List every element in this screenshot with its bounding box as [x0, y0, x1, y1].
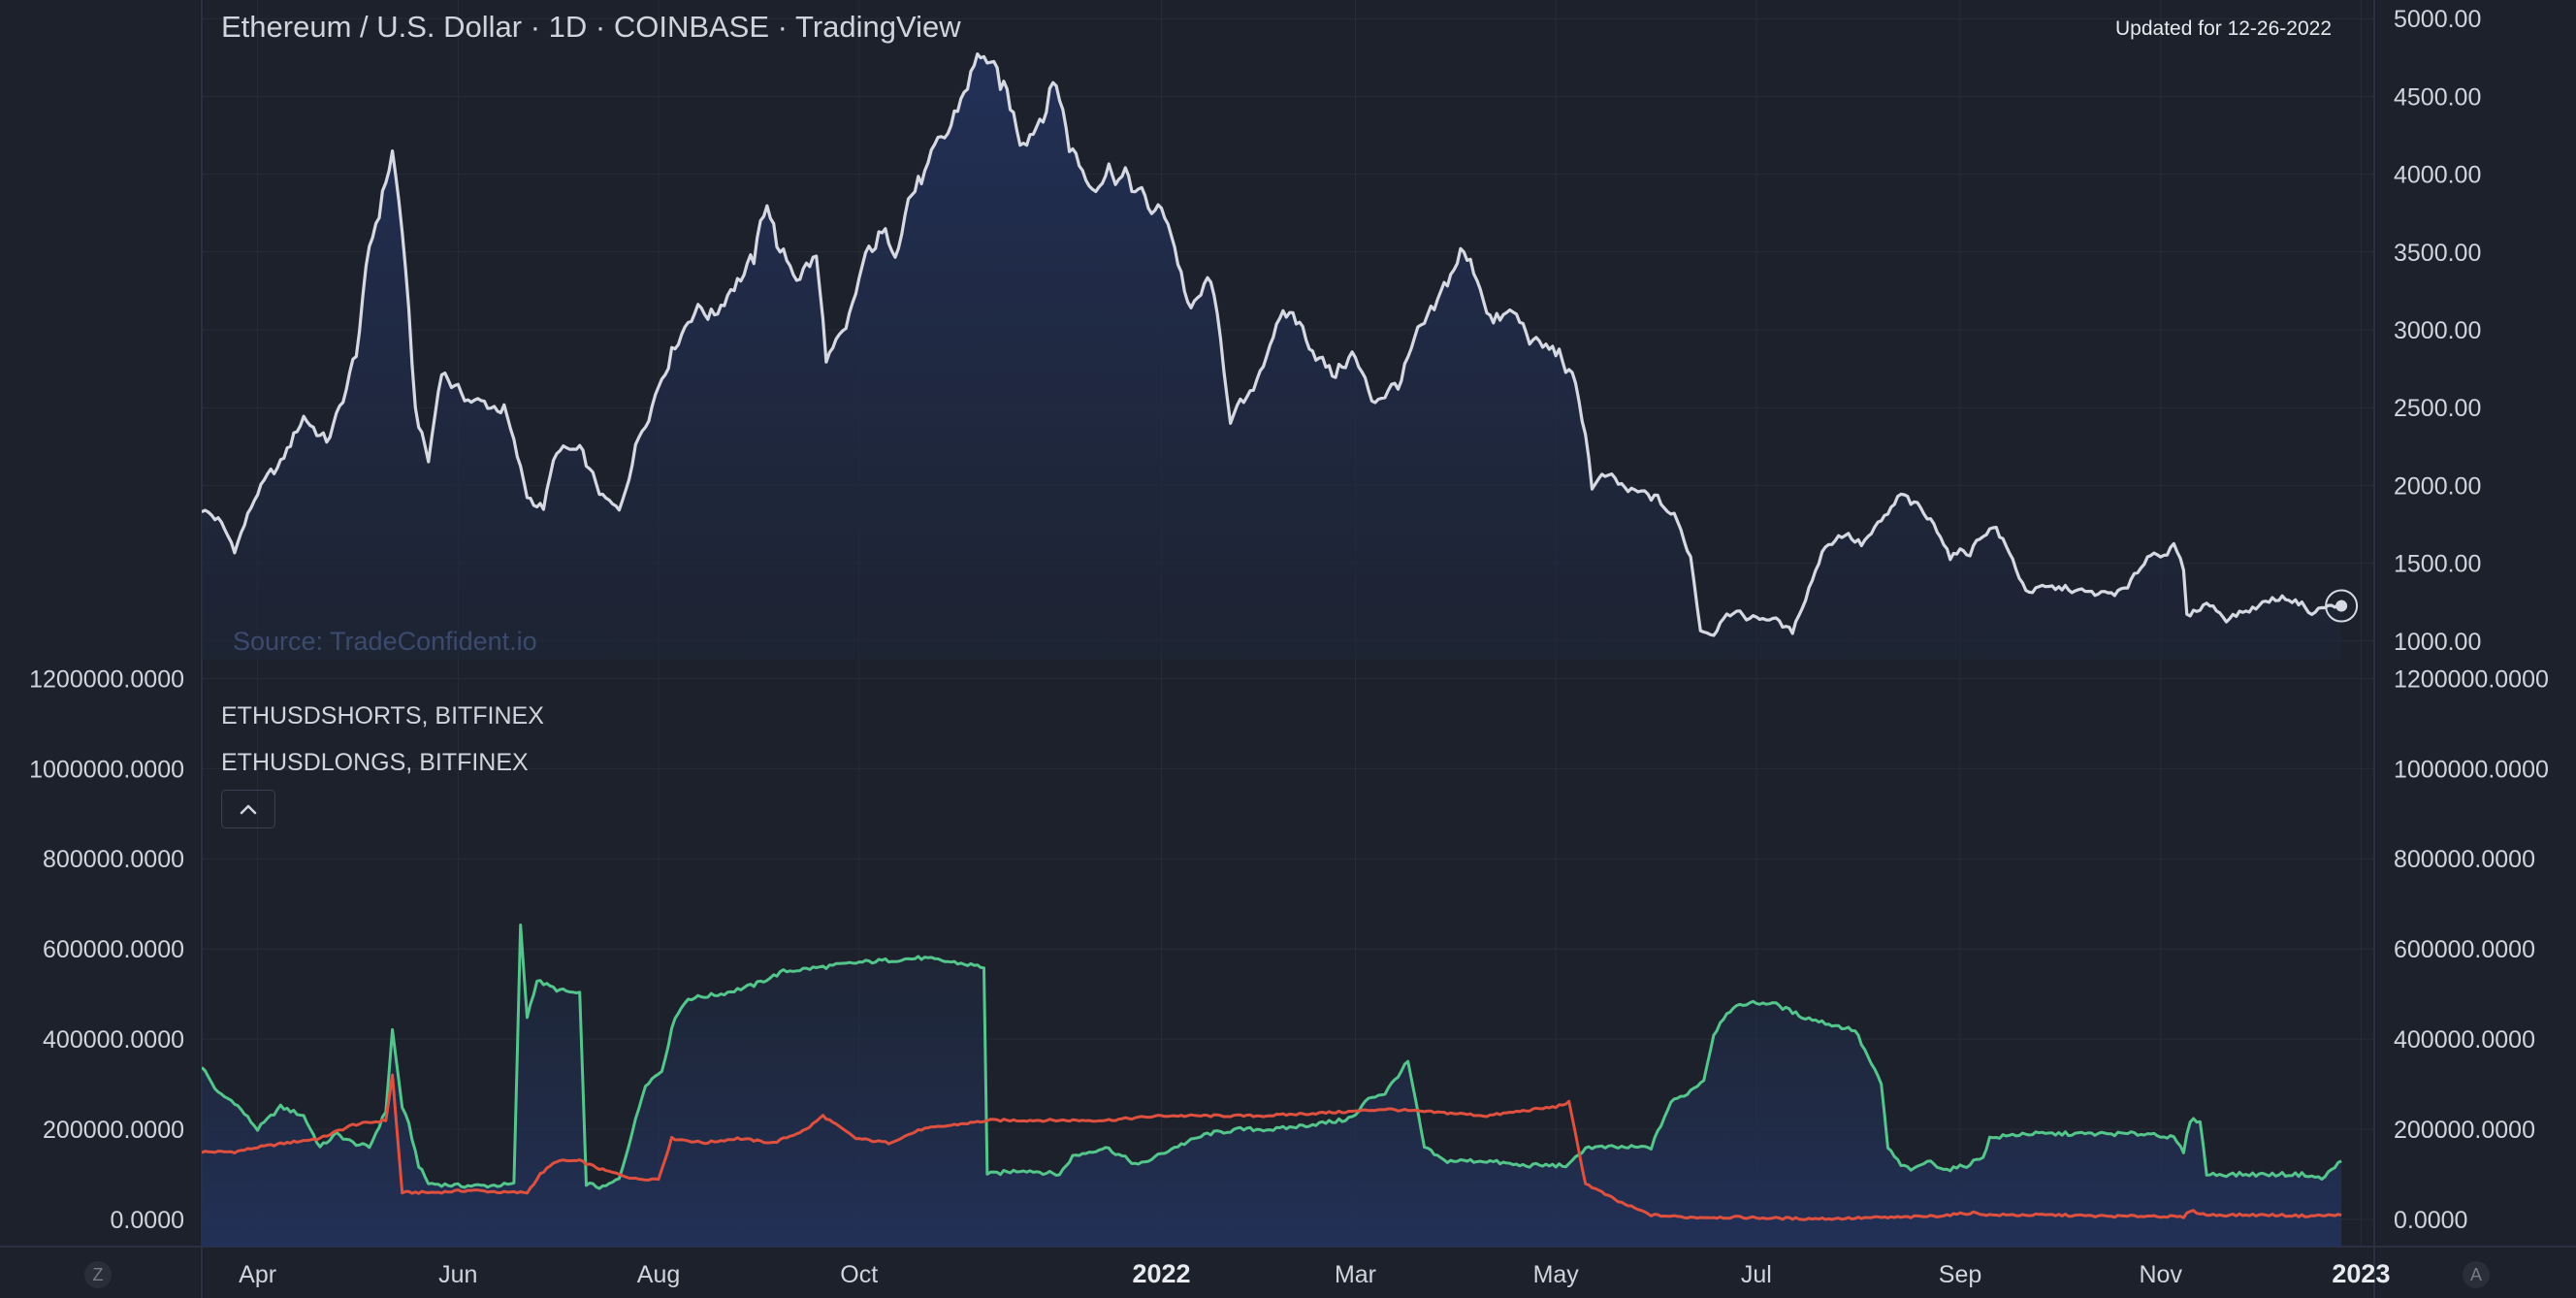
chart-title: Ethereum / U.S. Dollar · 1D · COINBASE ·… — [221, 10, 961, 44]
legend-longs[interactable]: ETHUSDLONGS, BITFINEX — [221, 749, 529, 776]
positions-tick-label-left: 800000.0000 — [43, 846, 184, 873]
positions-tick-label-left: 1000000.0000 — [29, 756, 184, 783]
price-tick-label: 2000.00 — [2394, 472, 2481, 500]
price-line — [202, 52, 2342, 637]
time-tick-label: 2022 — [1132, 1259, 1190, 1288]
crosshair-dot-icon[interactable] — [2325, 589, 2359, 623]
time-tick-label: Jun — [438, 1261, 477, 1288]
time-tick-label: Aug — [637, 1261, 680, 1288]
positions-axis-left: 1200000.0000 1000000.0000 800000.0000 60000… — [29, 665, 184, 1234]
chevron-up-icon — [240, 804, 257, 815]
time-tick-label: Mar — [1335, 1261, 1376, 1288]
price-tick-label: 1000.00 — [2394, 629, 2481, 656]
auto-scale-button[interactable]: A — [2463, 1261, 2490, 1288]
collapse-legend-button[interactable] — [221, 790, 275, 828]
positions-tick-label-right: 1200000.0000 — [2394, 665, 2549, 693]
positions-axis-right: 1200000.0000 1000000.0000 800000.0000 60000… — [2394, 665, 2549, 1234]
time-tick-label: Oct — [840, 1261, 878, 1288]
price-tick-label: 2500.00 — [2394, 395, 2481, 422]
positions-tick-label-right: 0.0000 — [2394, 1207, 2467, 1234]
time-tick-label: May — [1533, 1261, 1580, 1288]
positions-tick-label-right: 800000.0000 — [2394, 846, 2535, 873]
longs-line — [202, 924, 2342, 1190]
positions-tick-label-left: 200000.0000 — [43, 1117, 184, 1144]
updated-label: Updated for 12-26-2022 — [2115, 17, 2332, 40]
positions-tick-label-right: 600000.0000 — [2394, 936, 2535, 963]
price-axis: 5000.00 4500.00 4000.00 3500.00 3000.00 2500.… — [2394, 6, 2481, 656]
price-pane — [202, 52, 2342, 660]
positions-tick-label-left: 1200000.0000 — [29, 665, 184, 693]
positions-pane — [202, 924, 2342, 1247]
price-tick-label: 1500.00 — [2394, 551, 2481, 578]
time-axis: Apr Jun Aug Oct 2022 Mar May Jul Sep Nov 2023 — [239, 1259, 2390, 1288]
price-tick-label: 3500.00 — [2394, 240, 2481, 267]
shorts-line — [202, 1073, 2342, 1221]
time-tick-label: Sep — [1939, 1261, 1981, 1288]
price-tick-label: 5000.00 — [2394, 6, 2481, 33]
price-tick-label: 3000.00 — [2394, 317, 2481, 344]
time-tick-label: Apr — [239, 1261, 276, 1288]
legend-shorts[interactable]: ETHUSDSHORTS, BITFINEX — [221, 702, 544, 730]
price-area — [202, 53, 2342, 660]
last-price-dot — [2335, 600, 2348, 612]
positions-tick-label-right: 1000000.0000 — [2394, 756, 2549, 783]
time-tick-label: Nov — [2139, 1261, 2182, 1288]
price-tick-label: 4500.00 — [2394, 83, 2481, 111]
time-tick-label: Jul — [1741, 1261, 1772, 1288]
positions-tick-label-right: 400000.0000 — [2394, 1026, 2535, 1054]
positions-tick-label-left: 600000.0000 — [43, 936, 184, 963]
zoom-button[interactable]: Z — [84, 1261, 112, 1288]
last-price-ring — [2325, 589, 2359, 623]
price-tick-label: 4000.00 — [2394, 162, 2481, 189]
positions-tick-label-left: 0.0000 — [111, 1207, 184, 1234]
longs-area — [202, 925, 2342, 1247]
source-watermark: Source: TradeConfident.io — [233, 627, 537, 656]
time-tick-label: 2023 — [2332, 1259, 2390, 1288]
positions-tick-label-left: 400000.0000 — [43, 1026, 184, 1054]
positions-tick-label-right: 200000.0000 — [2394, 1117, 2535, 1144]
